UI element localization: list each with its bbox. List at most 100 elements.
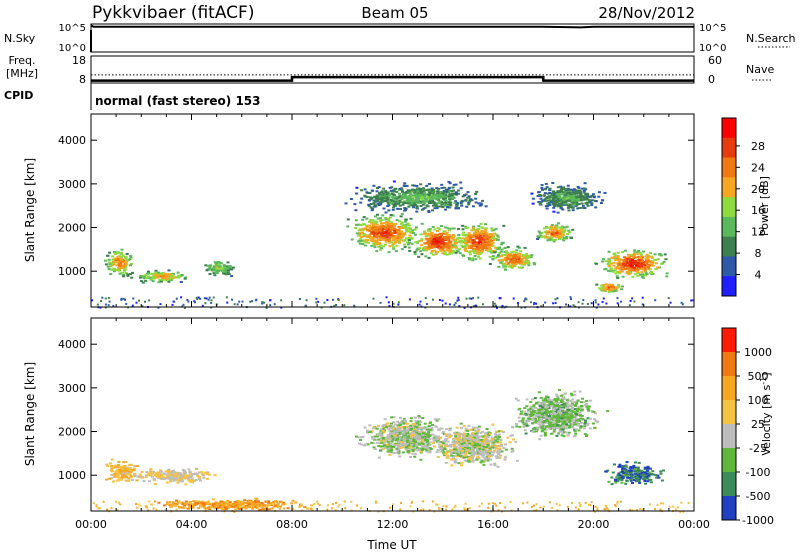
range-cell [536,238,540,240]
range-cell [454,458,458,461]
range-cell [417,197,421,199]
range-cell [368,430,372,433]
range-cell [379,439,383,442]
range-cell [441,238,445,241]
range-cell [413,455,417,458]
range-cell [189,481,193,483]
range-cell [393,237,397,240]
range-cell [394,222,398,225]
range-cell [561,238,565,241]
ground-scatter-cell [144,300,146,303]
range-cell [513,255,517,258]
range-cell [157,474,161,476]
range-cell [636,256,640,258]
ground-scatter-cell [616,297,619,300]
range-cell [485,239,489,242]
range-cell [370,441,374,444]
range-cell [170,470,174,473]
range-cell [370,430,374,433]
range-cell [565,203,569,206]
range-cell [649,272,653,274]
range-cell [407,224,411,227]
range-cell [475,190,479,193]
range-cell [475,426,479,429]
range-cell [471,243,475,246]
range-cell [485,248,489,250]
ground-scatter-cell [108,300,111,303]
range-cell [177,479,181,482]
range-cell [604,283,608,286]
range-cell [436,230,439,232]
range-cell [397,229,401,232]
ground-scatter-cell [317,300,320,303]
range-cell [489,463,493,466]
range-cell [346,225,350,228]
range-cell [392,416,396,419]
range-cell [124,256,128,259]
range-cell [550,227,554,230]
ground-scatter-cell [333,304,336,307]
range-cell [441,232,445,235]
range-cell [472,444,476,447]
range-cell [389,202,393,205]
range-cell [381,200,385,203]
range-cell [468,253,472,256]
range-cell [552,198,555,201]
range-cell [439,191,443,193]
range-cell [146,473,150,476]
range-cell [388,231,392,234]
ground-scatter-cell [441,299,444,302]
range-cell [448,190,452,193]
range-cell [606,284,610,287]
range-cell [466,445,470,448]
range-cell [446,433,450,436]
ground-scatter-cell [112,304,115,307]
range-cell [582,191,586,194]
range-cell [380,194,384,197]
range-cell [385,229,389,232]
range-cell [478,235,482,238]
range-cell [349,198,353,200]
range-cell [440,183,444,186]
ground-scatter-cell [91,299,93,302]
range-cell [558,190,562,193]
range-cell [149,277,153,280]
range-cell [142,276,146,279]
range-cell [471,227,475,230]
range-cell [453,450,457,453]
range-cell [421,445,425,448]
range-cell [390,227,394,230]
range-cell [359,201,363,204]
range-cell [404,443,408,446]
range-cell [361,243,365,245]
range-cell [471,434,474,437]
range-cell [474,201,478,204]
range-cell [397,447,401,450]
range-cell [404,194,407,197]
range-cell [391,214,395,217]
range-cell [442,189,446,192]
range-cell [398,199,402,202]
range-cell [413,228,417,231]
range-cell [471,432,475,434]
range-cell [194,479,198,481]
range-cell [192,479,196,482]
range-cell [376,213,379,216]
ground-scatter-cell [628,304,631,307]
range-cell [413,447,417,450]
range-cell [129,476,133,479]
range-cell [172,469,176,472]
range-cell [439,427,443,430]
range-cell [569,193,573,196]
ground-scatter-cell [594,301,597,304]
range-cell [380,441,384,444]
range-cell [455,202,459,205]
range-cell [501,241,505,244]
range-cell [399,423,403,426]
range-cell [409,231,413,234]
range-cell [108,462,112,465]
range-cell [544,235,548,238]
range-cell [364,238,368,241]
range-cell [140,280,143,283]
range-cell [585,201,589,204]
